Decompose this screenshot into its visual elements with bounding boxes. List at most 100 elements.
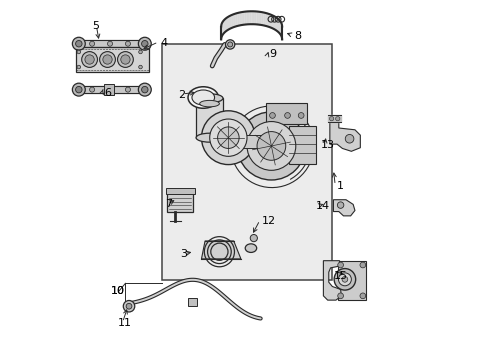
Circle shape (77, 50, 81, 54)
Circle shape (139, 50, 142, 54)
Bar (76, 46, 149, 72)
Circle shape (77, 65, 81, 69)
Text: 8: 8 (293, 31, 301, 41)
Polygon shape (337, 261, 366, 300)
Polygon shape (323, 261, 341, 300)
Circle shape (138, 37, 151, 50)
Circle shape (341, 276, 347, 282)
Circle shape (284, 113, 290, 118)
Circle shape (125, 87, 130, 92)
Text: 6: 6 (104, 88, 111, 98)
Polygon shape (245, 12, 247, 24)
Polygon shape (222, 22, 223, 36)
Polygon shape (227, 17, 228, 30)
Circle shape (76, 86, 82, 93)
Polygon shape (279, 21, 280, 35)
Bar (167, 191, 193, 212)
Circle shape (89, 41, 94, 46)
Circle shape (76, 41, 82, 47)
Circle shape (107, 41, 112, 46)
Circle shape (123, 301, 135, 312)
Circle shape (102, 55, 112, 64)
Polygon shape (272, 15, 274, 29)
Circle shape (142, 86, 148, 93)
Circle shape (337, 202, 343, 208)
Polygon shape (228, 15, 230, 29)
Text: 9: 9 (269, 49, 276, 59)
Ellipse shape (187, 87, 218, 108)
Bar (162, 44, 332, 280)
Circle shape (269, 113, 275, 118)
Polygon shape (201, 241, 241, 259)
Circle shape (333, 269, 355, 290)
Polygon shape (274, 17, 276, 30)
Circle shape (201, 111, 255, 165)
Polygon shape (224, 18, 225, 32)
Circle shape (81, 51, 97, 67)
Polygon shape (266, 13, 268, 27)
Polygon shape (277, 18, 278, 32)
Circle shape (257, 132, 285, 160)
Ellipse shape (192, 90, 214, 105)
Text: 1: 1 (336, 181, 344, 191)
Bar (265, 103, 306, 125)
Polygon shape (243, 12, 245, 25)
Polygon shape (241, 12, 243, 25)
Text: 10: 10 (111, 286, 125, 296)
Text: 15: 15 (333, 271, 347, 280)
Polygon shape (252, 11, 255, 24)
Circle shape (125, 41, 130, 46)
Polygon shape (250, 11, 252, 24)
Text: 4: 4 (160, 37, 167, 48)
Polygon shape (225, 17, 227, 31)
Circle shape (329, 117, 333, 121)
Polygon shape (276, 17, 277, 31)
Circle shape (225, 40, 234, 49)
Circle shape (246, 122, 295, 170)
Circle shape (338, 273, 351, 286)
Circle shape (89, 87, 94, 92)
Polygon shape (221, 23, 222, 37)
Polygon shape (255, 12, 257, 24)
Circle shape (250, 234, 257, 242)
Polygon shape (264, 13, 266, 26)
Circle shape (237, 112, 305, 180)
Polygon shape (230, 15, 232, 28)
Polygon shape (333, 200, 354, 216)
Text: 12: 12 (261, 216, 275, 226)
Polygon shape (268, 14, 270, 28)
Polygon shape (236, 13, 238, 26)
Circle shape (335, 117, 339, 121)
Text: 5: 5 (92, 21, 99, 31)
Bar (196, 98, 223, 138)
Circle shape (139, 65, 142, 69)
Polygon shape (238, 12, 241, 26)
Ellipse shape (199, 100, 219, 107)
Circle shape (117, 51, 133, 67)
Bar (289, 126, 316, 164)
Circle shape (72, 37, 85, 50)
Text: 2: 2 (178, 90, 185, 99)
Polygon shape (257, 12, 260, 25)
Text: 14: 14 (316, 201, 330, 211)
Circle shape (126, 303, 132, 309)
Text: 7: 7 (164, 199, 172, 209)
Circle shape (85, 55, 94, 64)
Circle shape (298, 113, 304, 118)
Circle shape (345, 134, 353, 143)
Circle shape (121, 55, 130, 64)
Circle shape (100, 51, 115, 67)
Ellipse shape (244, 244, 256, 252)
Circle shape (72, 83, 85, 96)
Polygon shape (329, 119, 360, 151)
Circle shape (227, 42, 232, 47)
Text: 13: 13 (320, 140, 334, 150)
Bar (241, 135, 262, 148)
Bar (188, 298, 196, 306)
Polygon shape (262, 12, 264, 26)
Text: 11: 11 (118, 318, 132, 328)
Bar (103, 84, 114, 95)
Circle shape (337, 293, 343, 299)
Circle shape (359, 293, 365, 299)
Ellipse shape (196, 133, 223, 142)
